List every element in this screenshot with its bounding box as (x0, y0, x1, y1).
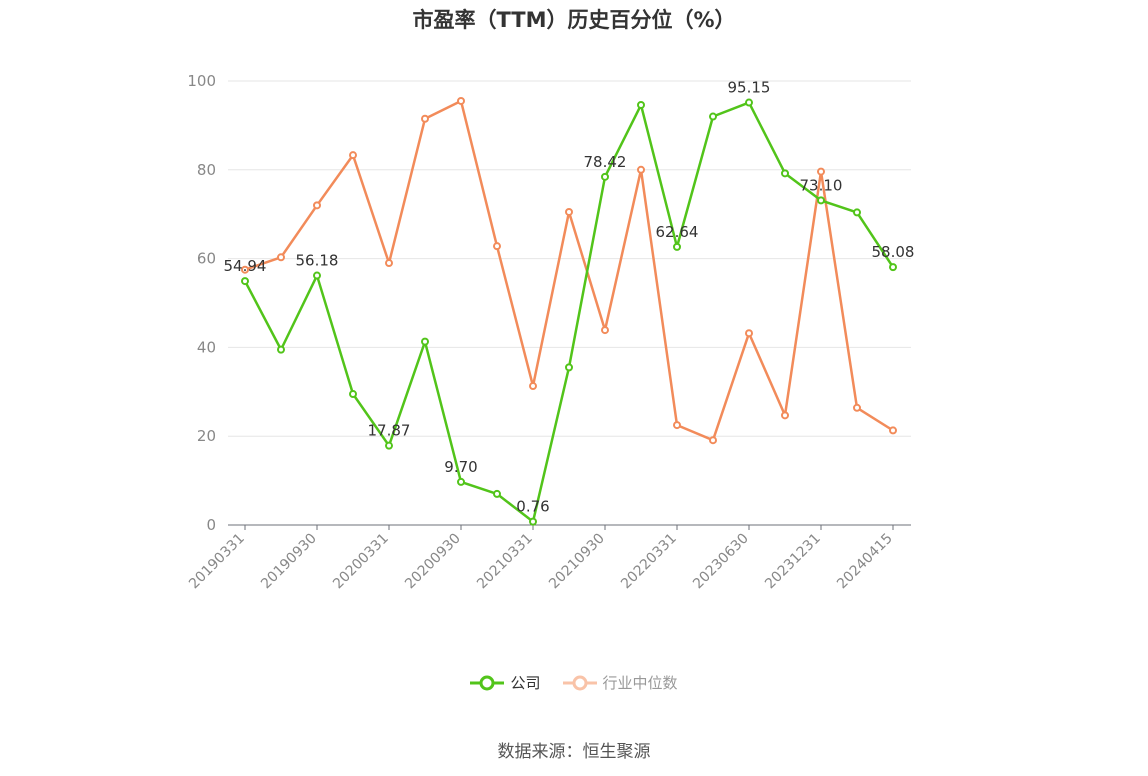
data-point-company (385, 441, 393, 450)
x-tick-label: 20200930 (402, 531, 464, 593)
data-point-industry (241, 265, 249, 274)
data-point-industry (673, 421, 681, 430)
line-chart: 0 20 40 60 80 100 20190331 20190930 20200331 2020… (186, 72, 915, 593)
series-line-industry (244, 99, 894, 442)
data-point-industry (565, 207, 573, 216)
y-tick-label: 100 (187, 72, 216, 90)
x-tick-label: 20240415 (834, 531, 896, 593)
legend-label-company: 公司 (510, 674, 541, 692)
data-point-industry (709, 436, 717, 445)
x-tick-label: 20230630 (690, 531, 752, 593)
data-point-industry (529, 382, 537, 391)
y-tick-label: 80 (197, 161, 216, 179)
legend-company-icon (470, 675, 505, 690)
data-label: 9.70 (444, 458, 477, 476)
data-point-company (529, 517, 537, 526)
x-tick-label: 20200331 (330, 531, 392, 593)
legend-item-industry[interactable]: 行业中位数 (562, 672, 678, 693)
chart-title: 市盈率（TTM）历史百分位（%） (412, 8, 736, 32)
data-point-company (493, 489, 501, 498)
x-tick-label: 20220331 (618, 531, 680, 593)
data-label: 17.87 (368, 422, 411, 440)
data-label: 78.42 (584, 153, 627, 171)
data-point-industry (745, 329, 753, 338)
data-point-company (349, 390, 357, 399)
data-point-industry (277, 253, 285, 262)
data-point-company (601, 172, 609, 181)
data-point-industry (385, 259, 393, 268)
y-tick-label: 20 (197, 427, 216, 445)
data-point-company (673, 242, 681, 251)
data-point-company (745, 98, 753, 107)
data-labels: 54.94 56.18 17.87 9.70 0.76 78.42 62.64 95.15 73… (224, 79, 915, 516)
x-tick-label: 20210331 (474, 531, 536, 593)
series-line-company (243, 101, 895, 523)
y-tick-label: 0 (206, 516, 216, 534)
x-tick-label: 20190930 (258, 531, 320, 593)
data-point-company (709, 112, 717, 121)
data-point-industry (637, 165, 645, 174)
data-point-company (817, 196, 825, 205)
data-label: 56.18 (296, 252, 339, 270)
source-note: 数据来源：恒生聚源 (497, 742, 651, 762)
data-label: 58.08 (872, 243, 915, 261)
data-point-industry (313, 201, 321, 210)
data-label: 54.94 (224, 257, 267, 275)
data-point-industry (601, 326, 609, 335)
data-point-company (637, 100, 645, 109)
data-point-company (313, 271, 321, 280)
legend: 公司 行业中位数 (0, 672, 1148, 693)
data-point-industry (457, 96, 465, 105)
x-tick-label: 20231231 (762, 531, 824, 593)
data-point-company (277, 345, 285, 354)
data-point-industry (421, 114, 429, 123)
data-label: 0.76 (516, 498, 549, 516)
data-point-industry (853, 403, 861, 412)
data-label: 73.10 (800, 176, 843, 194)
data-point-industry (889, 426, 897, 435)
data-point-industry (817, 167, 825, 176)
data-point-company (853, 208, 861, 217)
y-tick-label: 60 (197, 250, 216, 268)
data-point-company (421, 337, 429, 346)
data-point-company (457, 477, 465, 486)
data-point-industry (493, 242, 501, 251)
data-point-company (565, 363, 573, 372)
legend-item-company[interactable]: 公司 (470, 672, 541, 693)
series-lines (241, 96, 897, 526)
data-label: 62.64 (656, 223, 699, 241)
data-point-company (889, 263, 897, 272)
data-point-company (781, 169, 789, 178)
data-point-industry (781, 411, 789, 420)
x-tick-label: 20190331 (186, 531, 248, 593)
legend-label-industry: 行业中位数 (602, 674, 678, 692)
y-tick-label: 40 (197, 338, 216, 356)
x-tick-label: 20210930 (546, 531, 608, 593)
data-point-company (241, 277, 249, 286)
data-label: 95.15 (728, 79, 771, 97)
legend-industry-icon (562, 675, 597, 690)
data-point-industry (349, 151, 357, 160)
